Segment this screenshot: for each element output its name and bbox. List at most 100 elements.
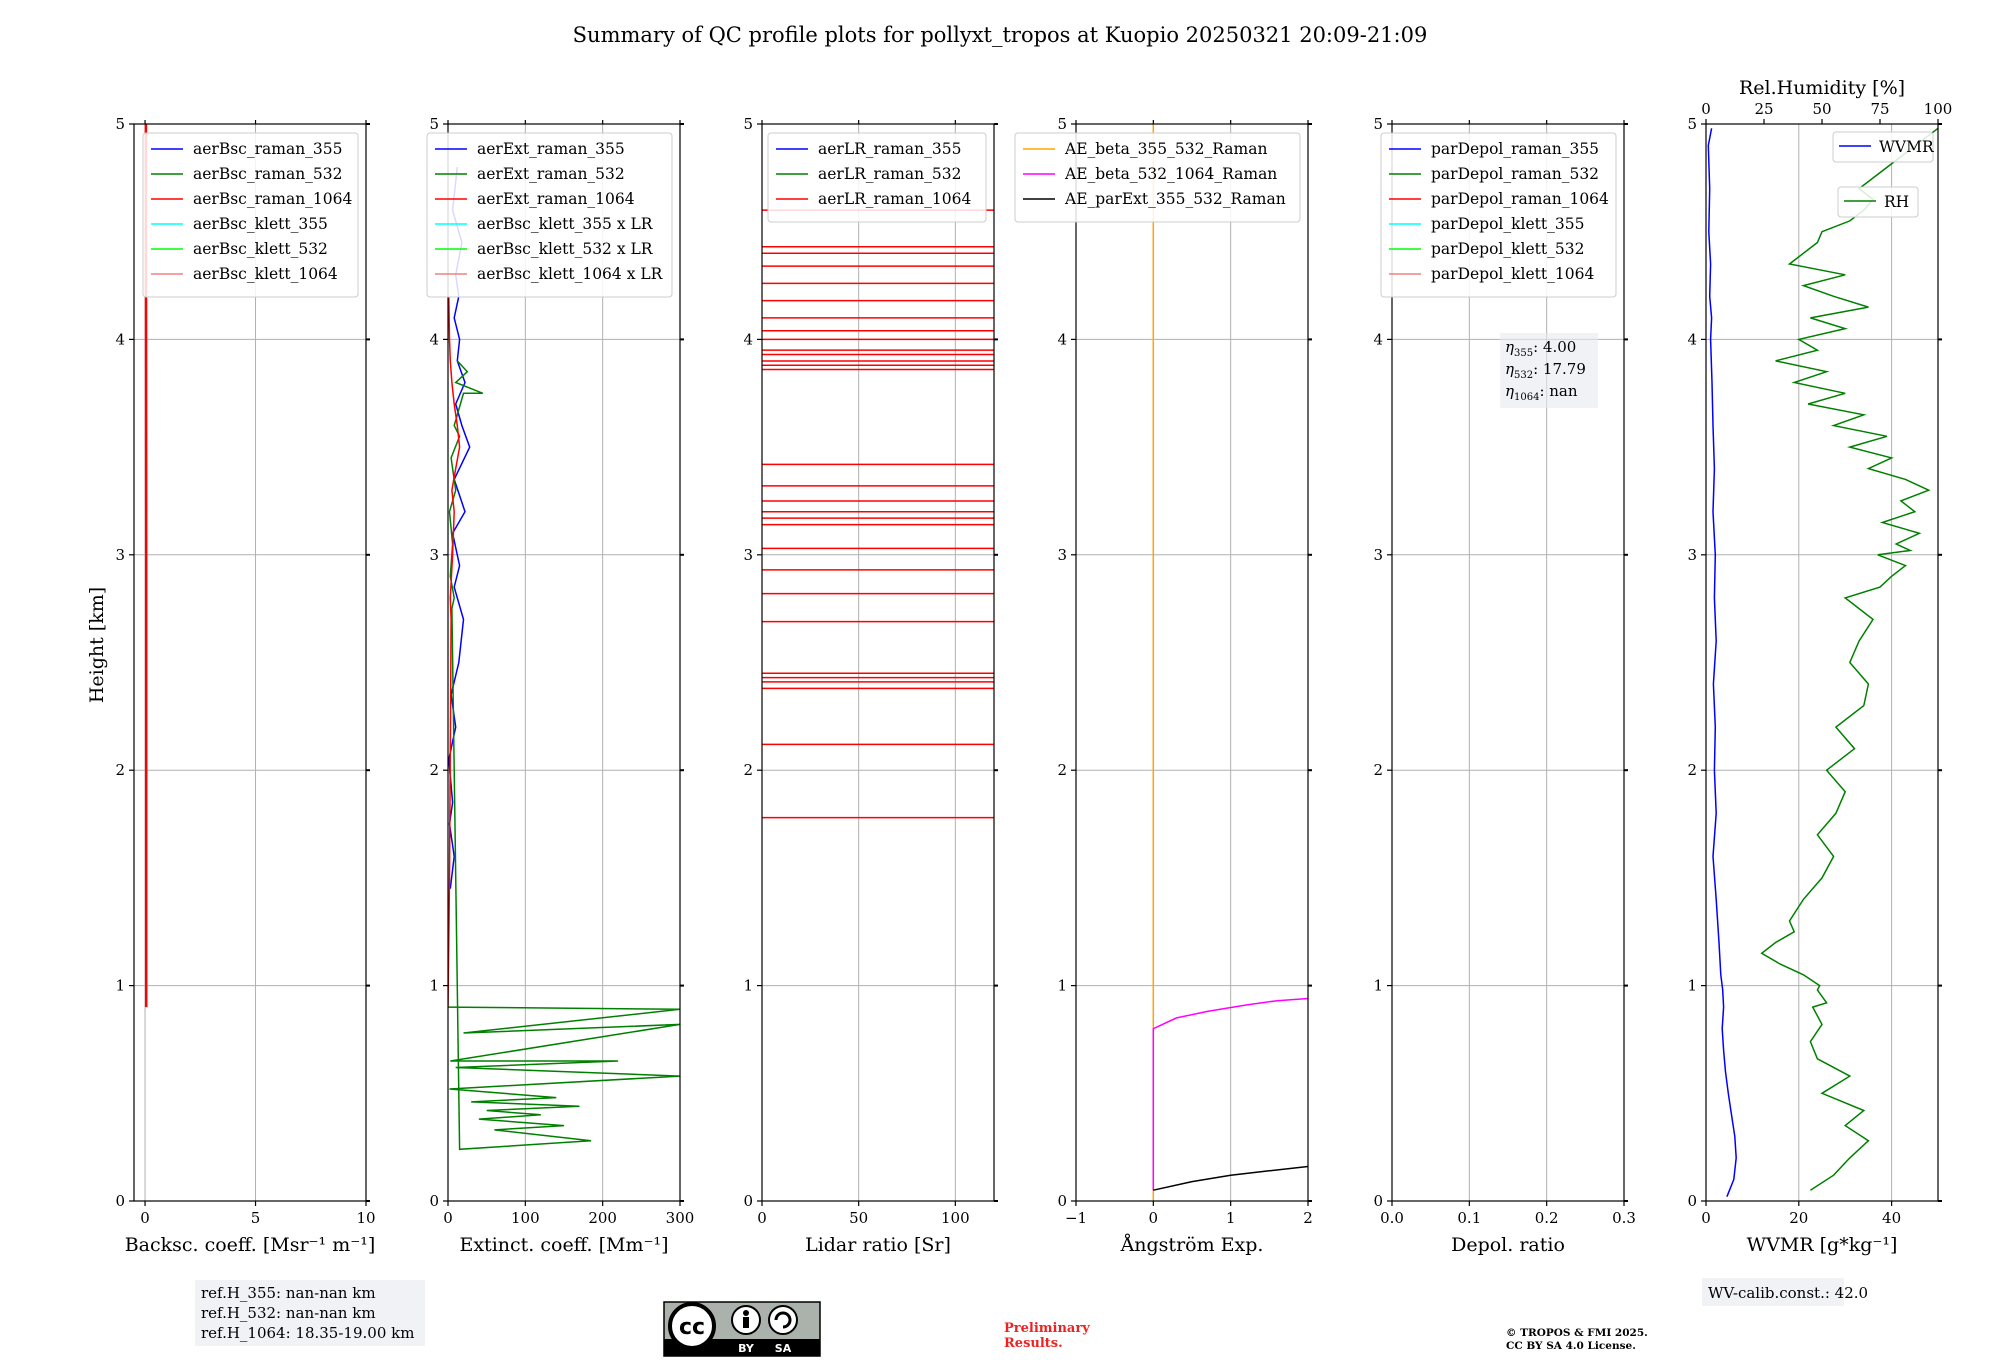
legend-entry: AE_beta_532_1064_Raman: [1064, 165, 1277, 183]
x-tick-label: 20: [1789, 1209, 1808, 1227]
cc-logo-text: cc: [679, 1315, 705, 1340]
ref-height-532: ref.H_532: nan-nan km: [201, 1304, 376, 1322]
axes-frame: [447, 123, 681, 1202]
preliminary-line-2: Results.: [1004, 1336, 1063, 1351]
x-tick-label: 100: [511, 1209, 540, 1227]
ref-height-355: ref.H_355: nan-nan km: [201, 1284, 376, 1302]
ref-height-box: ref.H_355: nan-nan km ref.H_532: nan-nan…: [195, 1280, 425, 1346]
x2-tick-label: 0: [1701, 100, 1711, 118]
y-tick-label: 5: [1373, 115, 1383, 133]
y-tick-label: 3: [1373, 546, 1383, 564]
legend-box: [142, 132, 359, 298]
legend: aerBsc_raman_355 aerBsc_raman_532 aerBsc_r…: [142, 132, 359, 298]
y-tick-label: 4: [743, 330, 753, 348]
wv-calib-box: WV-calib.const.: 42.0: [1702, 1278, 1868, 1306]
series-line-AE_beta_532_1064_Raman: [1152, 997, 1308, 1191]
axes-frame: [133, 123, 367, 1202]
x-tick-label: 0: [1149, 1209, 1159, 1227]
eta-line-355: η355: 4.00: [1505, 338, 1576, 359]
axes-frame: [1075, 123, 1309, 1202]
legend: aerLR_raman_355 aerLR_raman_532 aerLR_rama…: [767, 132, 987, 223]
eta-line-532: η532: 17.79: [1505, 360, 1586, 381]
legend-entry: aerBsc_raman_1064: [193, 190, 353, 208]
legend-entry: aerExt_raman_1064: [477, 190, 635, 208]
y-tick-label: 2: [429, 761, 439, 779]
legend-entry: aerLR_raman_1064: [818, 190, 971, 208]
x-axis-label: Extinct. coeff. [Mm⁻¹]: [459, 1234, 668, 1256]
y-tick-label: 1: [1057, 977, 1067, 995]
legend-entry: aerExt_raman_532: [477, 165, 625, 183]
series-group: [1152, 124, 1308, 1201]
y-tick-label: 5: [743, 115, 753, 133]
cc-by-label: BY: [738, 1342, 755, 1355]
series-line-AE_parExt_355_532_Raman: [1153, 1165, 1308, 1191]
series-line-RH: [1760, 127, 1938, 1191]
y-tick-label: 3: [743, 546, 753, 564]
x-tick-label: 0: [443, 1209, 453, 1227]
axes-frame: [761, 123, 995, 1202]
y-tick-label: 2: [743, 761, 753, 779]
legend-box: [1014, 132, 1301, 223]
x-tick-label: 1: [1226, 1209, 1236, 1227]
x2-tick-label: 25: [1754, 100, 1773, 118]
eta-line-1064: η1064: nan: [1505, 382, 1578, 403]
y-tick-label: 0: [743, 1192, 753, 1210]
legend-entry: aerBsc_raman_532: [193, 165, 343, 183]
legend-entry: aerBsc_klett_1064: [193, 265, 338, 283]
cc-license-badge: cc BY SA: [663, 1301, 821, 1357]
copyright-line-2: CC BY SA 4.0 License.: [1506, 1340, 1636, 1352]
y-axis-label: Height [km]: [86, 587, 108, 703]
preliminary-line-1: Preliminary: [1004, 1321, 1090, 1336]
y-tick-label: 0: [429, 1192, 439, 1210]
y-tick-label: 2: [1057, 761, 1067, 779]
y-tick-label: 3: [115, 546, 125, 564]
legend-entry: parDepol_klett_1064: [1431, 265, 1594, 283]
legend-box: [1380, 132, 1617, 298]
legend-box-rh: [1837, 186, 1919, 218]
axes-frame: [1391, 123, 1625, 1202]
legend-entry: aerBsc_klett_355: [193, 215, 328, 233]
series-line-aerExt_raman_1064: [448, 296, 461, 1008]
y-tick-label: 1: [1687, 977, 1697, 995]
x-tick-label: 0.1: [1457, 1209, 1481, 1227]
ref-height-1064: ref.H_1064: 18.35-19.00 km: [201, 1324, 414, 1342]
legend-entry: aerBsc_klett_1064 x LR: [477, 265, 664, 283]
legend-entry: aerLR_raman_532: [818, 165, 961, 183]
x-axis-label: Lidar ratio [Sr]: [805, 1234, 951, 1256]
y-tick-label: 5: [115, 115, 125, 133]
y-tick-label: 4: [1057, 330, 1067, 348]
y-tick-label: 3: [429, 546, 439, 564]
y-tick-label: 1: [743, 977, 753, 995]
y-tick-label: 2: [1373, 761, 1383, 779]
x-tick-label: 0: [140, 1209, 150, 1227]
legend-entry: aerLR_raman_355: [818, 140, 961, 158]
y-tick-label: 2: [115, 761, 125, 779]
legend-entry: parDepol_raman_1064: [1431, 190, 1609, 208]
x-tick-label: 300: [666, 1209, 695, 1227]
x-tick-label: 50: [849, 1209, 868, 1227]
legend-entry: aerExt_raman_355: [477, 140, 625, 158]
x2-tick-label: 50: [1812, 100, 1831, 118]
legend-entry: aerBsc_klett_355 x LR: [477, 215, 654, 233]
y-tick-label: 1: [1373, 977, 1383, 995]
legend: WVMR RH: [1832, 131, 1935, 218]
x-tick-label: 0.0: [1380, 1209, 1404, 1227]
legend: aerExt_raman_355 aerExt_raman_532 aerExt_r…: [426, 132, 673, 298]
legend-entry: parDepol_klett_355: [1431, 215, 1584, 233]
y-tick-label: 2: [1687, 761, 1697, 779]
legend: parDepol_raman_355 parDepol_raman_532 parD…: [1380, 132, 1617, 298]
legend-entry: AE_parExt_355_532_Raman: [1064, 190, 1286, 208]
y-tick-label: 3: [1057, 546, 1067, 564]
x-tick-label: 40: [1882, 1209, 1901, 1227]
series-line-aerExt_raman_532: [448, 360, 680, 1151]
series-group: [762, 209, 994, 819]
legend-entry: parDepol_klett_532: [1431, 240, 1584, 258]
cc-logo-icon: [668, 1302, 716, 1350]
cc-sa-label: SA: [775, 1342, 792, 1355]
axes-frame: [1705, 123, 1939, 1202]
